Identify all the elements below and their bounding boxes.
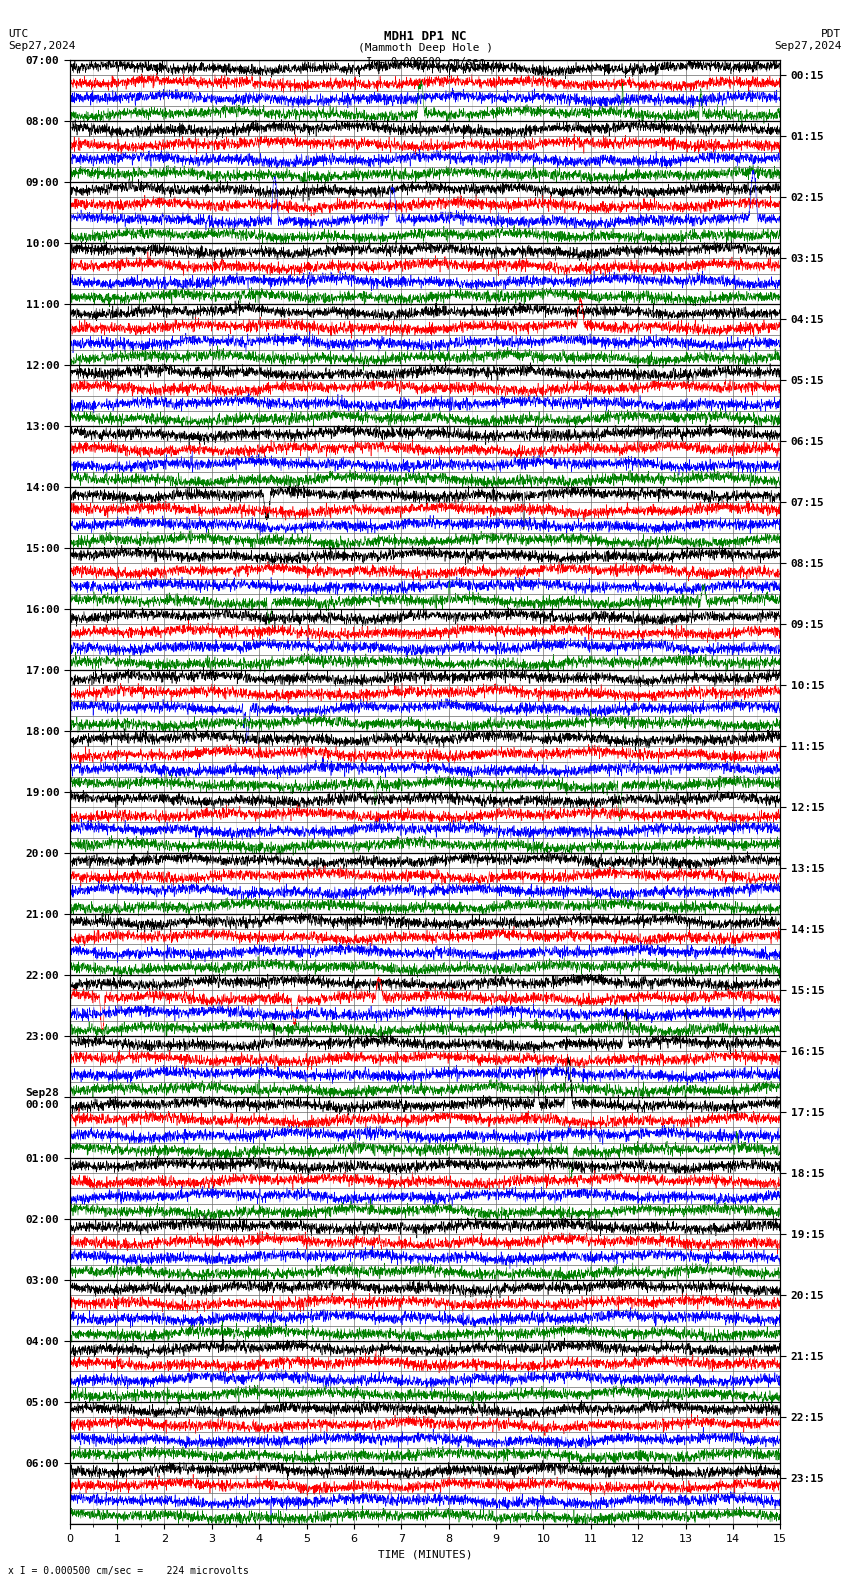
- Text: (Mammoth Deep Hole ): (Mammoth Deep Hole ): [358, 43, 492, 52]
- Text: x I = 0.000500 cm/sec =    224 microvolts: x I = 0.000500 cm/sec = 224 microvolts: [8, 1567, 249, 1576]
- Text: MDH1 DP1 NC: MDH1 DP1 NC: [383, 30, 467, 43]
- Text: Sep27,2024: Sep27,2024: [8, 41, 76, 51]
- Text: PDT: PDT: [821, 29, 842, 38]
- X-axis label: TIME (MINUTES): TIME (MINUTES): [377, 1549, 473, 1559]
- Text: UTC: UTC: [8, 29, 29, 38]
- Text: Sep27,2024: Sep27,2024: [774, 41, 842, 51]
- Text: I = 0.000500 cm/sec: I = 0.000500 cm/sec: [366, 57, 484, 67]
